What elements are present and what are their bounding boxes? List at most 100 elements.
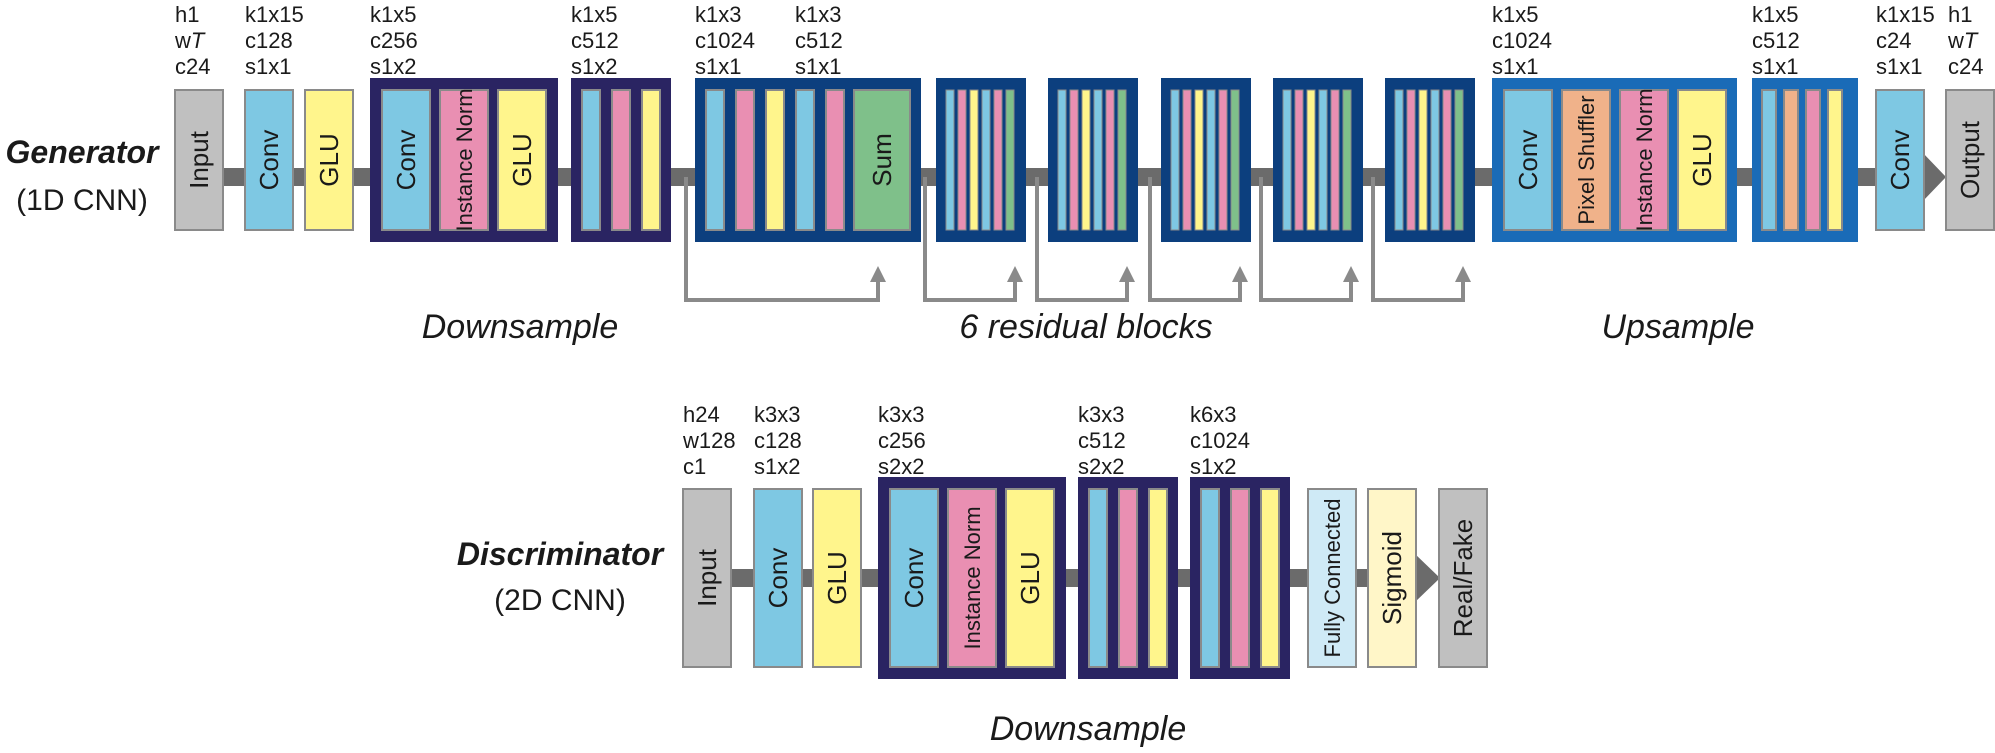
conv1-params: k1x15 c128 s1x1 bbox=[245, 2, 310, 79]
generator-upsample-label: Upsample bbox=[1601, 308, 1754, 346]
res1-norm-bar-b bbox=[825, 89, 845, 231]
disc-down3-norm-bar bbox=[1230, 488, 1250, 668]
generator-conv1-label: Conv bbox=[254, 130, 284, 191]
disc-down1-glu-label: GLU bbox=[1015, 551, 1045, 604]
generator-input-label: Input bbox=[184, 130, 214, 189]
down1-conv-label: Conv bbox=[391, 130, 421, 191]
discriminator-section: Discriminator (2D CNN) h24 w128 c1 Input… bbox=[457, 402, 1488, 748]
disc-conv1-label: Conv bbox=[763, 548, 793, 609]
skip-arrowhead bbox=[1119, 266, 1135, 282]
disc-downsample-label: Downsample bbox=[990, 710, 1187, 748]
disc-down1-conv-label: Conv bbox=[899, 548, 929, 609]
res1-conv-bar-b bbox=[795, 89, 815, 231]
disc-output-box bbox=[1438, 488, 1488, 668]
skip-arrowhead bbox=[870, 266, 886, 282]
res-bar-norm bbox=[1105, 89, 1115, 231]
disc-output-label: Real/Fake bbox=[1448, 519, 1478, 638]
res-bar-norm bbox=[1442, 89, 1452, 231]
disc-down1-conv-box bbox=[889, 488, 939, 668]
up2-conv-bar bbox=[1761, 89, 1777, 231]
disc-input-box bbox=[682, 488, 732, 668]
res-bar-conv bbox=[1206, 89, 1216, 231]
output-params: h1 wT c24 bbox=[1947, 2, 1983, 79]
up1-glu-box bbox=[1677, 89, 1727, 231]
res1-sum-box bbox=[853, 89, 911, 231]
disc-down3-glu-bar bbox=[1260, 488, 1280, 668]
disc-input-params: h24 w128 c1 bbox=[682, 402, 742, 479]
up1-params: k1x5 c1024 s1x1 bbox=[1492, 2, 1558, 79]
skip-arrowhead bbox=[1455, 266, 1471, 282]
disc-down2-norm-bar bbox=[1118, 488, 1138, 668]
skip-connector-5 bbox=[1259, 177, 1353, 302]
up1-norm-label: Instance Norm bbox=[1632, 88, 1657, 231]
generator-output-box bbox=[1945, 89, 1995, 231]
res1-conv-bar-a bbox=[705, 89, 725, 231]
disc-fc-box bbox=[1307, 488, 1357, 668]
res-bar-conv bbox=[945, 89, 955, 231]
down1-glu-box bbox=[497, 89, 547, 231]
res-bar-conv bbox=[1394, 89, 1404, 231]
res-bar-norm bbox=[957, 89, 967, 231]
discriminator-title: Discriminator bbox=[457, 536, 665, 572]
skip-connector-1 bbox=[684, 177, 880, 302]
down1-conv-box bbox=[381, 89, 431, 231]
generator-conv-out-label: Conv bbox=[1885, 130, 1915, 191]
disc-glu1-box bbox=[812, 488, 862, 668]
down2-params: k1x5 c512 s1x2 bbox=[571, 2, 625, 79]
skip-arrowheads bbox=[870, 266, 1471, 282]
disc-sigmoid-box bbox=[1367, 488, 1417, 668]
disc-down1-norm-box bbox=[947, 488, 997, 668]
generator-input-box bbox=[174, 89, 224, 231]
generator-glu1-label: GLU bbox=[314, 133, 344, 186]
res-bar-sum bbox=[1342, 89, 1352, 231]
res-bar-conv bbox=[1318, 89, 1328, 231]
res-bar-norm bbox=[1218, 89, 1228, 231]
res-bar-conv bbox=[1282, 89, 1292, 231]
disc-down3-params: k6x3 c1024 s1x2 bbox=[1190, 402, 1256, 479]
down2-glu-bar bbox=[641, 89, 661, 231]
disc-down1-params: k3x3 c256 s2x2 bbox=[878, 402, 932, 479]
res1-norm-bar-a bbox=[735, 89, 755, 231]
up1-shuffler-label: Pixel Shuffler bbox=[1574, 95, 1599, 224]
generator-residual-label: 6 residual blocks bbox=[959, 308, 1212, 346]
res-bar-glu bbox=[1418, 89, 1428, 231]
discriminator-subtitle: (2D CNN) bbox=[494, 584, 626, 617]
residual-block-3 bbox=[1048, 78, 1138, 242]
residual-block-6 bbox=[1385, 78, 1475, 242]
disc-down2-params: k3x3 c512 s2x2 bbox=[1078, 402, 1132, 479]
res-bar-conv bbox=[1170, 89, 1180, 231]
up1-conv-box bbox=[1503, 89, 1553, 231]
res1-sum-label: Sum bbox=[867, 133, 897, 186]
res-bar-conv bbox=[1430, 89, 1440, 231]
res-params-b: k1x3 c512 s1x1 bbox=[795, 2, 849, 79]
down2-norm-bar bbox=[611, 89, 631, 231]
res-bar-norm bbox=[1330, 89, 1340, 231]
res-bar-glu bbox=[1194, 89, 1204, 231]
res-bar-glu bbox=[1081, 89, 1091, 231]
res-bar-conv bbox=[1057, 89, 1067, 231]
disc-sigmoid-label: Sigmoid bbox=[1377, 531, 1407, 625]
up1-glu-label: GLU bbox=[1687, 133, 1717, 186]
res-params-a: k1x3 c1024 s1x1 bbox=[695, 2, 761, 79]
residual-block-5 bbox=[1273, 78, 1363, 242]
disc-glu1-label: GLU bbox=[822, 551, 852, 604]
residual-block-2 bbox=[936, 78, 1026, 242]
res-bar-norm bbox=[1069, 89, 1079, 231]
generator-subtitle: (1D CNN) bbox=[16, 184, 148, 217]
res-bar-glu bbox=[969, 89, 979, 231]
disc-down2-glu-bar bbox=[1148, 488, 1168, 668]
disc-down2-conv-bar bbox=[1088, 488, 1108, 668]
discriminator-output-arrow bbox=[1414, 553, 1440, 603]
skip-connector-6 bbox=[1371, 177, 1465, 302]
skip-arrowhead bbox=[1007, 266, 1023, 282]
conv-out-params: k1x15 c24 s1x1 bbox=[1876, 2, 1941, 79]
skip-arrowhead bbox=[1232, 266, 1248, 282]
disc-down3-conv-bar bbox=[1200, 488, 1220, 668]
up2-glu-bar bbox=[1827, 89, 1843, 231]
up2-shuffler-bar bbox=[1783, 89, 1799, 231]
up1-norm-box bbox=[1619, 89, 1669, 231]
res-bar-sum bbox=[1230, 89, 1240, 231]
generator-section: Generator (1D CNN) h1 wT c24 Input k1x15… bbox=[6, 2, 1995, 346]
down1-norm-box bbox=[439, 89, 489, 231]
